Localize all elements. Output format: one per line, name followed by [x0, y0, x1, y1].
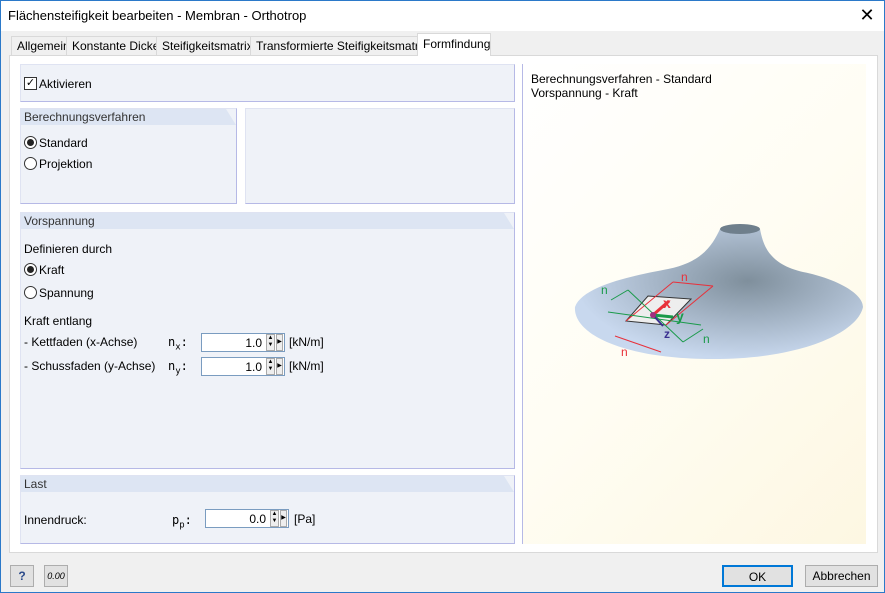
membrane-opening: [720, 224, 760, 234]
ny-input[interactable]: 1.0: [201, 357, 285, 376]
nx-arrow-button[interactable]: ▶: [276, 334, 283, 351]
title-bar: [1, 1, 884, 31]
nx-symbol: nx:: [168, 335, 188, 353]
radio-spannung-label: Spannung: [39, 286, 94, 300]
pp-input[interactable]: 0.0: [205, 509, 289, 528]
origin-point: [650, 312, 656, 318]
preview-panel: Berechnungsverfahren - Standard Vorspann…: [522, 64, 866, 544]
window-title: Flächensteifigkeit bearbeiten - Membran …: [8, 8, 307, 23]
pp-symbol: pp:: [172, 513, 192, 531]
define-by-label: Definieren durch: [24, 242, 113, 256]
preview-method-text: Berechnungsverfahren - Standard: [531, 72, 712, 86]
activate-label: Aktivieren: [39, 77, 92, 91]
method-group: Berechnungsverfahren Standard Projektion: [20, 108, 237, 204]
x-axis-arrow: [652, 299, 670, 317]
units-icon[interactable]: 0.00: [44, 565, 68, 587]
tab-konstante-dicke[interactable]: Konstante Dicke: [66, 36, 159, 55]
activate-checkbox[interactable]: ✓: [24, 77, 37, 90]
nx-label-bottom: n: [621, 345, 628, 359]
radio-kraft-label: Kraft: [39, 263, 65, 277]
pp-unit: [Pa]: [294, 512, 316, 526]
activate-group: ✓ Aktivieren: [20, 64, 515, 102]
y-axis-arrow: [652, 313, 674, 319]
pp-spinner[interactable]: ▲ ▼: [270, 510, 279, 527]
membrane-illustration: x y z n n n n: [574, 224, 863, 359]
tab-steifigkeitsmatrix[interactable]: Steifigkeitsmatrix: [156, 36, 253, 55]
tab-allgemein[interactable]: Allgemein: [11, 36, 70, 55]
ny-spinner[interactable]: ▲ ▼: [266, 358, 275, 375]
prestress-group: Vorspannung Definieren durch Kraft Spann…: [20, 212, 515, 469]
preview-prestress-text: Vorspannung - Kraft: [531, 86, 638, 100]
ny-arrow-button[interactable]: ▶: [276, 358, 283, 375]
y-label: y: [676, 308, 684, 324]
radio-projektion[interactable]: [24, 157, 37, 173]
membrane-surface: [574, 229, 863, 359]
method-header: Berechnungsverfahren: [21, 109, 236, 125]
x-label: x: [663, 295, 671, 311]
nx-spinner[interactable]: ▲ ▼: [266, 334, 275, 351]
radio-standard-label: Standard: [39, 136, 88, 150]
load-group: Last Innendruck: pp: 0.0 ▲ ▼ ▶ [Pa]: [20, 475, 515, 544]
close-icon[interactable]: ✕: [859, 5, 875, 25]
prestress-header: Vorspannung: [21, 213, 514, 229]
force-along-label: Kraft entlang: [24, 314, 93, 328]
ny-symbol: ny:: [168, 359, 188, 377]
tab-transformierte-steifigkeitsmatrix[interactable]: Transformierte Steifigkeitsmatrix: [250, 36, 428, 55]
ok-button[interactable]: OK: [722, 565, 793, 587]
z-label: z: [664, 327, 670, 341]
weft-label: - Schussfaden (y-Achse): [24, 359, 156, 373]
pp-arrow-button[interactable]: ▶: [280, 510, 287, 527]
nx-input[interactable]: 1.0: [201, 333, 285, 352]
nx-unit: [kN/m]: [289, 335, 324, 349]
load-header: Last: [21, 476, 514, 492]
cancel-button[interactable]: Abbrechen: [805, 565, 878, 587]
radio-standard[interactable]: [24, 136, 37, 152]
warp-label: - Kettfaden (x-Achse): [24, 335, 138, 349]
tab-formfindung[interactable]: Formfindung: [417, 33, 491, 56]
nx-label-top: n: [681, 270, 688, 284]
empty-group: [245, 108, 515, 204]
radio-spannung[interactable]: [24, 286, 37, 302]
radio-projektion-label: Projektion: [39, 157, 93, 171]
help-icon[interactable]: ?: [10, 565, 34, 587]
ny-unit: [kN/m]: [289, 359, 324, 373]
internal-pressure-label: Innendruck:: [24, 513, 87, 527]
ny-label-right: n: [703, 332, 710, 346]
ny-label-left: n: [601, 283, 608, 297]
radio-kraft[interactable]: [24, 263, 37, 279]
nx-arrows: [614, 281, 714, 353]
